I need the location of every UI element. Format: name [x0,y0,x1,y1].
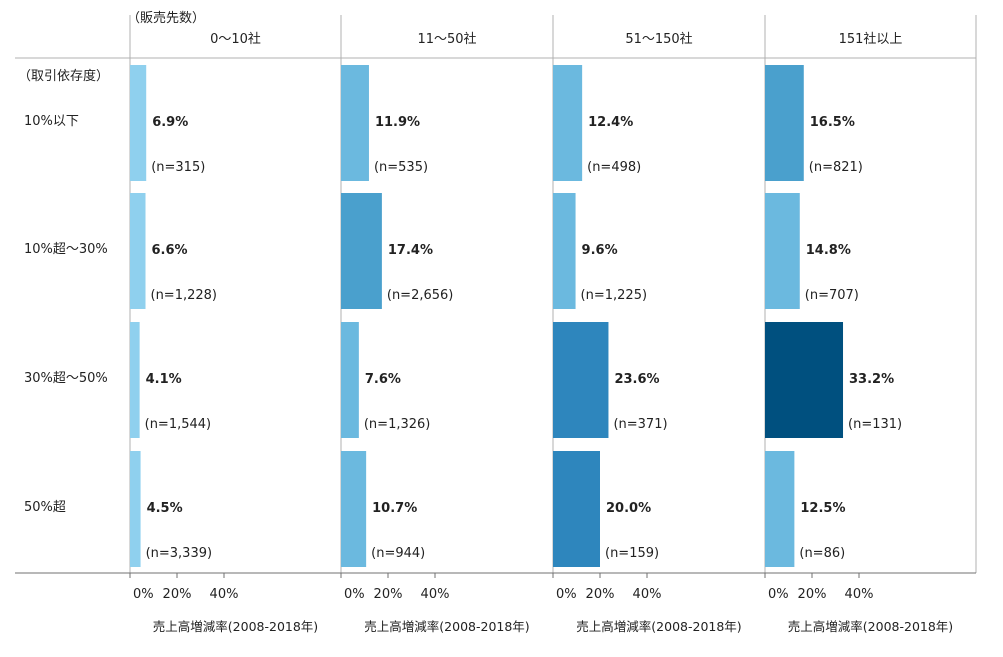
bar[interactable] [553,65,583,181]
column-header: 151社以上 [839,31,903,47]
bar-n-label: (n=944) [371,546,425,561]
bar[interactable] [765,65,804,181]
bar-value-label: 7.6% [365,372,401,387]
bar-n-label: (n=86) [799,546,845,561]
bar[interactable] [341,322,359,438]
x-tick-label: 20% [798,587,827,602]
x-tick-label: 0% [768,587,789,602]
x-tick-label: 40% [421,587,450,602]
bar-n-label: (n=535) [374,160,428,175]
bar-value-label: 33.2% [849,372,894,387]
bar-n-label: (n=1,326) [364,417,431,432]
x-tick-label: 0% [133,587,154,602]
bar[interactable] [341,193,382,309]
bar-n-label: (n=131) [848,417,902,432]
x-tick-label: 0% [344,587,365,602]
x-tick-label: 20% [374,587,403,602]
x-tick-label: 40% [210,587,239,602]
row-label: 50%超 [24,500,66,515]
bar[interactable] [341,65,369,181]
bar-value-label: 14.8% [806,243,851,258]
bar-n-label: (n=1,228) [151,288,218,303]
bar-n-label: (n=707) [805,288,859,303]
bar-n-label: (n=2,656) [387,288,454,303]
x-axis-label: 売上高増減率(2008-2018年) [788,619,953,634]
row-label: 10%以下 [24,114,79,129]
row-label: 10%超～30% [24,242,108,257]
bar[interactable] [765,193,800,309]
bar-value-label: 20.0% [606,501,651,516]
bar-value-label: 16.5% [810,115,855,130]
bar[interactable] [765,451,795,567]
bar-value-label: 4.1% [146,372,182,387]
x-tick-label: 40% [633,587,662,602]
bar[interactable] [553,322,609,438]
bar-value-label: 17.4% [388,243,433,258]
bar[interactable] [130,322,140,438]
bar[interactable] [130,65,147,181]
bar-n-label: (n=821) [809,160,863,175]
bar-n-label: (n=1,225) [581,288,648,303]
x-axis-label: 売上高増減率(2008-2018年) [153,619,318,634]
bar[interactable] [130,193,146,309]
x-axis-label: 売上高増減率(2008-2018年) [576,619,741,634]
row-group-label: （取引依存度） [18,68,109,84]
x-tick-label: 40% [845,587,874,602]
x-tick-label: 20% [586,587,615,602]
bar-value-label: 10.7% [372,501,417,516]
bar-n-label: (n=498) [587,160,641,175]
x-tick-label: 0% [556,587,577,602]
bar[interactable] [341,451,367,567]
bar-n-label: (n=371) [613,417,667,432]
x-tick-label: 20% [163,587,192,602]
x-axis-label: 売上高増減率(2008-2018年) [364,619,529,634]
bar[interactable] [553,451,600,567]
bar-value-label: 11.9% [375,115,420,130]
column-header: 11～50社 [417,31,476,47]
bar-n-label: (n=159) [605,546,659,561]
bar-n-label: (n=3,339) [146,546,213,561]
bar-value-label: 9.6% [582,243,618,258]
column-group-label: （販売先数） [127,10,205,26]
column-header: 51～150社 [625,31,692,47]
bar[interactable] [765,322,844,438]
bar-n-label: (n=315) [151,160,205,175]
bar[interactable] [553,193,576,309]
bar[interactable] [130,451,141,567]
bar-value-label: 4.5% [147,501,183,516]
bar-value-label: 12.5% [800,501,845,516]
bar-value-label: 12.4% [588,115,633,130]
bar-value-label: 6.6% [152,243,188,258]
column-header: 0～10社 [210,31,261,47]
bar-n-label: (n=1,544) [145,417,212,432]
bar-value-label: 23.6% [614,372,659,387]
row-label: 30%超～50% [24,371,108,386]
bar-value-label: 6.9% [152,115,188,130]
